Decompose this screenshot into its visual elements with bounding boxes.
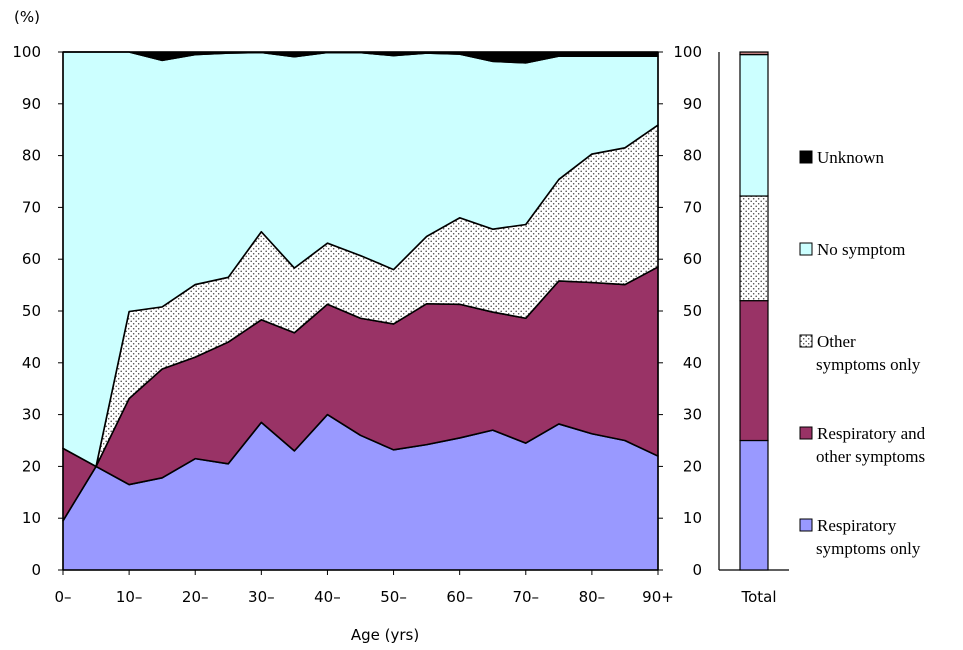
legend-label: other symptoms <box>816 447 925 466</box>
right-y-tick-label: 70 <box>683 198 702 216</box>
legend-swatch-3 <box>799 242 813 256</box>
left-y-tick-label: 100 <box>12 43 41 61</box>
left-y-axis: 0 10 20 30 40 50 60 70 80 90 100 <box>12 43 63 579</box>
legend-label: Respiratory and <box>817 424 926 443</box>
legend-swatch-1 <box>799 426 813 440</box>
legend-swatch-2 <box>799 334 813 348</box>
y-unit-label: (%) <box>14 8 40 26</box>
x-tick-label: 90+ <box>642 588 674 606</box>
left-y-tick-label: 80 <box>22 147 41 165</box>
legend-swatch-4 <box>799 150 813 164</box>
total-bar-segment-2 <box>739 195 769 302</box>
left-y-tick-label: 10 <box>22 509 41 527</box>
right-y-tick-label: 50 <box>683 302 702 320</box>
legend-label: No symptom <box>817 240 905 259</box>
left-y-tick-label: 0 <box>31 561 41 579</box>
right-y-tick-label: 30 <box>683 406 702 424</box>
right-y-tick-label: 40 <box>683 354 702 372</box>
legend-swatch-0 <box>799 518 813 532</box>
x-tick-label: 10– <box>116 588 143 606</box>
legend-label: symptoms only <box>816 355 921 374</box>
legend-label: Respiratory <box>817 516 897 535</box>
x-tick-label: 60– <box>446 588 473 606</box>
left-y-tick-label: 40 <box>22 354 41 372</box>
left-y-tick-label: 50 <box>22 302 41 320</box>
total-bar-segment-1 <box>739 300 769 442</box>
x-tick-label: 80– <box>579 588 606 606</box>
total-bar-segment-0 <box>739 439 769 571</box>
left-y-tick-label: 30 <box>22 406 41 424</box>
x-tick-label: 0– <box>54 588 71 606</box>
left-y-tick-label: 20 <box>22 457 41 475</box>
right-y-tick-label: 60 <box>683 250 702 268</box>
left-y-tick-label: 70 <box>22 198 41 216</box>
right-y-tick-label: 90 <box>683 95 702 113</box>
x-tick-label: 30– <box>248 588 275 606</box>
legend: Unknown No symptom Other symptoms only Respi… <box>799 148 926 558</box>
total-bar-segment-4 <box>739 51 769 56</box>
x-axis-title: Age (yrs) <box>351 626 419 644</box>
total-bar-label: Total <box>740 588 776 606</box>
right-y-tick-label: 10 <box>683 509 702 527</box>
right-y-tick-label: 100 <box>673 43 702 61</box>
total-stacked-bar: Total <box>718 51 789 606</box>
right-y-axis: 0 10 20 30 40 50 60 70 80 90 100 <box>658 43 702 579</box>
total-bar-segment-3 <box>739 53 769 197</box>
x-tick-label: 70– <box>512 588 539 606</box>
left-y-tick-label: 60 <box>22 250 41 268</box>
x-axis: 0– 10– 20– 30– 40– 50– 60– 70– 80– 90+ <box>54 570 674 606</box>
right-y-tick-label: 20 <box>683 457 702 475</box>
left-y-tick-label: 90 <box>22 95 41 113</box>
right-y-tick-label: 80 <box>683 147 702 165</box>
legend-label: Unknown <box>817 148 885 167</box>
right-y-tick-label: 0 <box>692 561 702 579</box>
legend-label: Other <box>817 332 856 351</box>
x-tick-label: 50– <box>380 588 407 606</box>
x-tick-label: 20– <box>182 588 209 606</box>
x-tick-label: 40– <box>314 588 341 606</box>
legend-label: symptoms only <box>816 539 921 558</box>
area-layers <box>62 51 659 571</box>
